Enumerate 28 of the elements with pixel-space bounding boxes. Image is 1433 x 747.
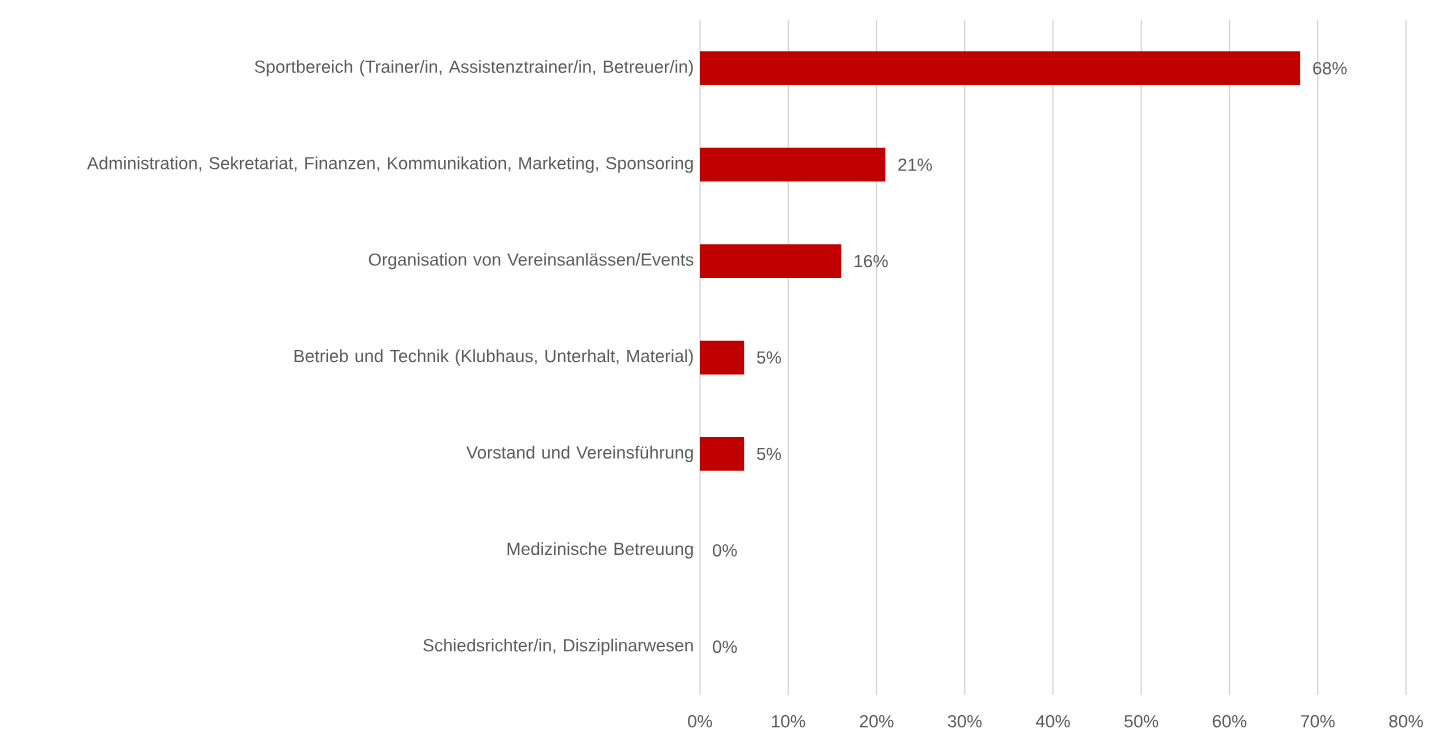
y-tick-label: Schiedsrichter/in, Disziplinarwesen	[423, 638, 693, 655]
data-label: 5%	[757, 351, 781, 364]
data-label: 21%	[898, 158, 932, 171]
x-tick-label: 10%	[772, 715, 806, 728]
bar	[700, 51, 1301, 86]
bar	[700, 340, 745, 375]
x-tick-label: 30%	[947, 715, 982, 728]
x-tick-label: 50%	[1124, 715, 1159, 728]
data-label: 0%	[712, 544, 737, 557]
y-tick-label: Sportbereich (Trainer/in, Assistenztrainer/in, Betreuer/in)	[254, 60, 693, 77]
bar	[700, 437, 745, 471]
y-tick-label: Vorstand und Vereinsführung	[466, 445, 693, 463]
y-tick-label: Medizinische Betreuung	[507, 542, 693, 559]
x-tick-label: 60%	[1212, 715, 1247, 728]
x-tick-label: 70%	[1301, 715, 1335, 728]
x-tick-label: 20%	[859, 715, 894, 728]
y-tick-label: Organisation von Vereinsanlässen/Events	[368, 252, 694, 270]
data-label: 5%	[757, 447, 781, 461]
y-tick-label: Administration, Sekretariat, Finanzen, Kommunikation, Marketing, Sponsoring	[87, 156, 693, 173]
data-label: 0%	[712, 640, 737, 653]
bar	[700, 244, 842, 278]
x-tick-label: 0%	[688, 715, 713, 728]
bar	[700, 147, 886, 182]
y-tick-label: Betrieb und Technik (Klubhaus, Unterhalt, Material)	[294, 349, 693, 366]
data-label: 68%	[1313, 62, 1347, 75]
data-label: 16%	[854, 254, 888, 268]
x-tick-label: 80%	[1389, 715, 1423, 728]
x-tick-label: 40%	[1035, 715, 1070, 728]
